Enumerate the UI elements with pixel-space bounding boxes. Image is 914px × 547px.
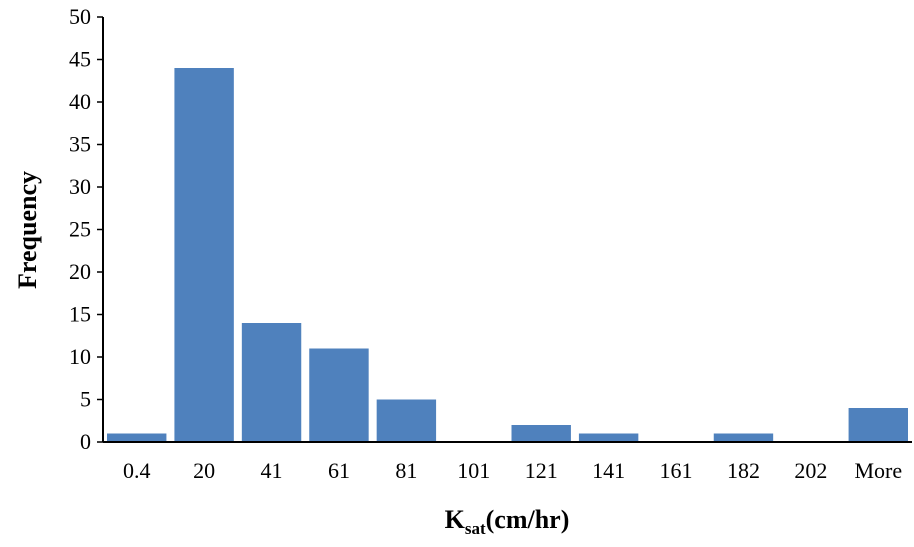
- y-tick-label: 25: [69, 217, 91, 242]
- bar-81: [376, 399, 437, 442]
- y-axis-title: Frequency: [13, 171, 42, 289]
- bar-141: [578, 433, 639, 442]
- x-tick-label: 161: [660, 458, 693, 483]
- bar-121: [511, 425, 571, 442]
- y-tick-label: 10: [69, 344, 91, 369]
- x-tick-label: 0.4: [123, 458, 151, 483]
- bar-More: [848, 408, 908, 442]
- x-tick-label: 41: [261, 458, 283, 483]
- bar-20: [174, 68, 234, 442]
- x-tick-label: 141: [592, 458, 625, 483]
- x-axis-title-subscript: sat: [465, 519, 486, 538]
- y-tick-label: 15: [69, 302, 91, 327]
- y-tick-label: 0: [80, 429, 91, 454]
- y-tick-label: 30: [69, 174, 91, 199]
- x-tick-label: 81: [395, 458, 417, 483]
- x-tick-label: 202: [794, 458, 827, 483]
- x-tick-label: 121: [525, 458, 558, 483]
- y-tick-label: 40: [69, 89, 91, 114]
- bars-group: [107, 68, 908, 442]
- bar-0.4: [107, 433, 167, 442]
- bar-41: [241, 323, 302, 442]
- x-tick-label: More: [854, 458, 902, 483]
- x-tick-label: 182: [727, 458, 760, 483]
- x-tick-label: 61: [328, 458, 350, 483]
- x-axis-title-main: K: [445, 505, 466, 534]
- bar-61: [309, 348, 369, 442]
- x-axis-title: Ksat(cm/hr): [445, 505, 570, 538]
- x-tick-label: 20: [193, 458, 215, 483]
- x-axis-title-suffix: (cm/hr): [486, 505, 570, 534]
- y-tick-label: 50: [69, 4, 91, 29]
- y-tick-label: 20: [69, 259, 91, 284]
- bar-182: [713, 433, 774, 442]
- x-axis: 0.4 20 41 61 81 101 121 141 161 182 202 More: [103, 441, 912, 483]
- x-tick-label: 101: [457, 458, 490, 483]
- y-axis: 0 5 10 15 20 25 30 35 40 45 50: [69, 4, 104, 454]
- y-tick-label: 5: [80, 387, 91, 412]
- y-tick-label: 35: [69, 132, 91, 157]
- y-tick-label: 45: [69, 47, 91, 72]
